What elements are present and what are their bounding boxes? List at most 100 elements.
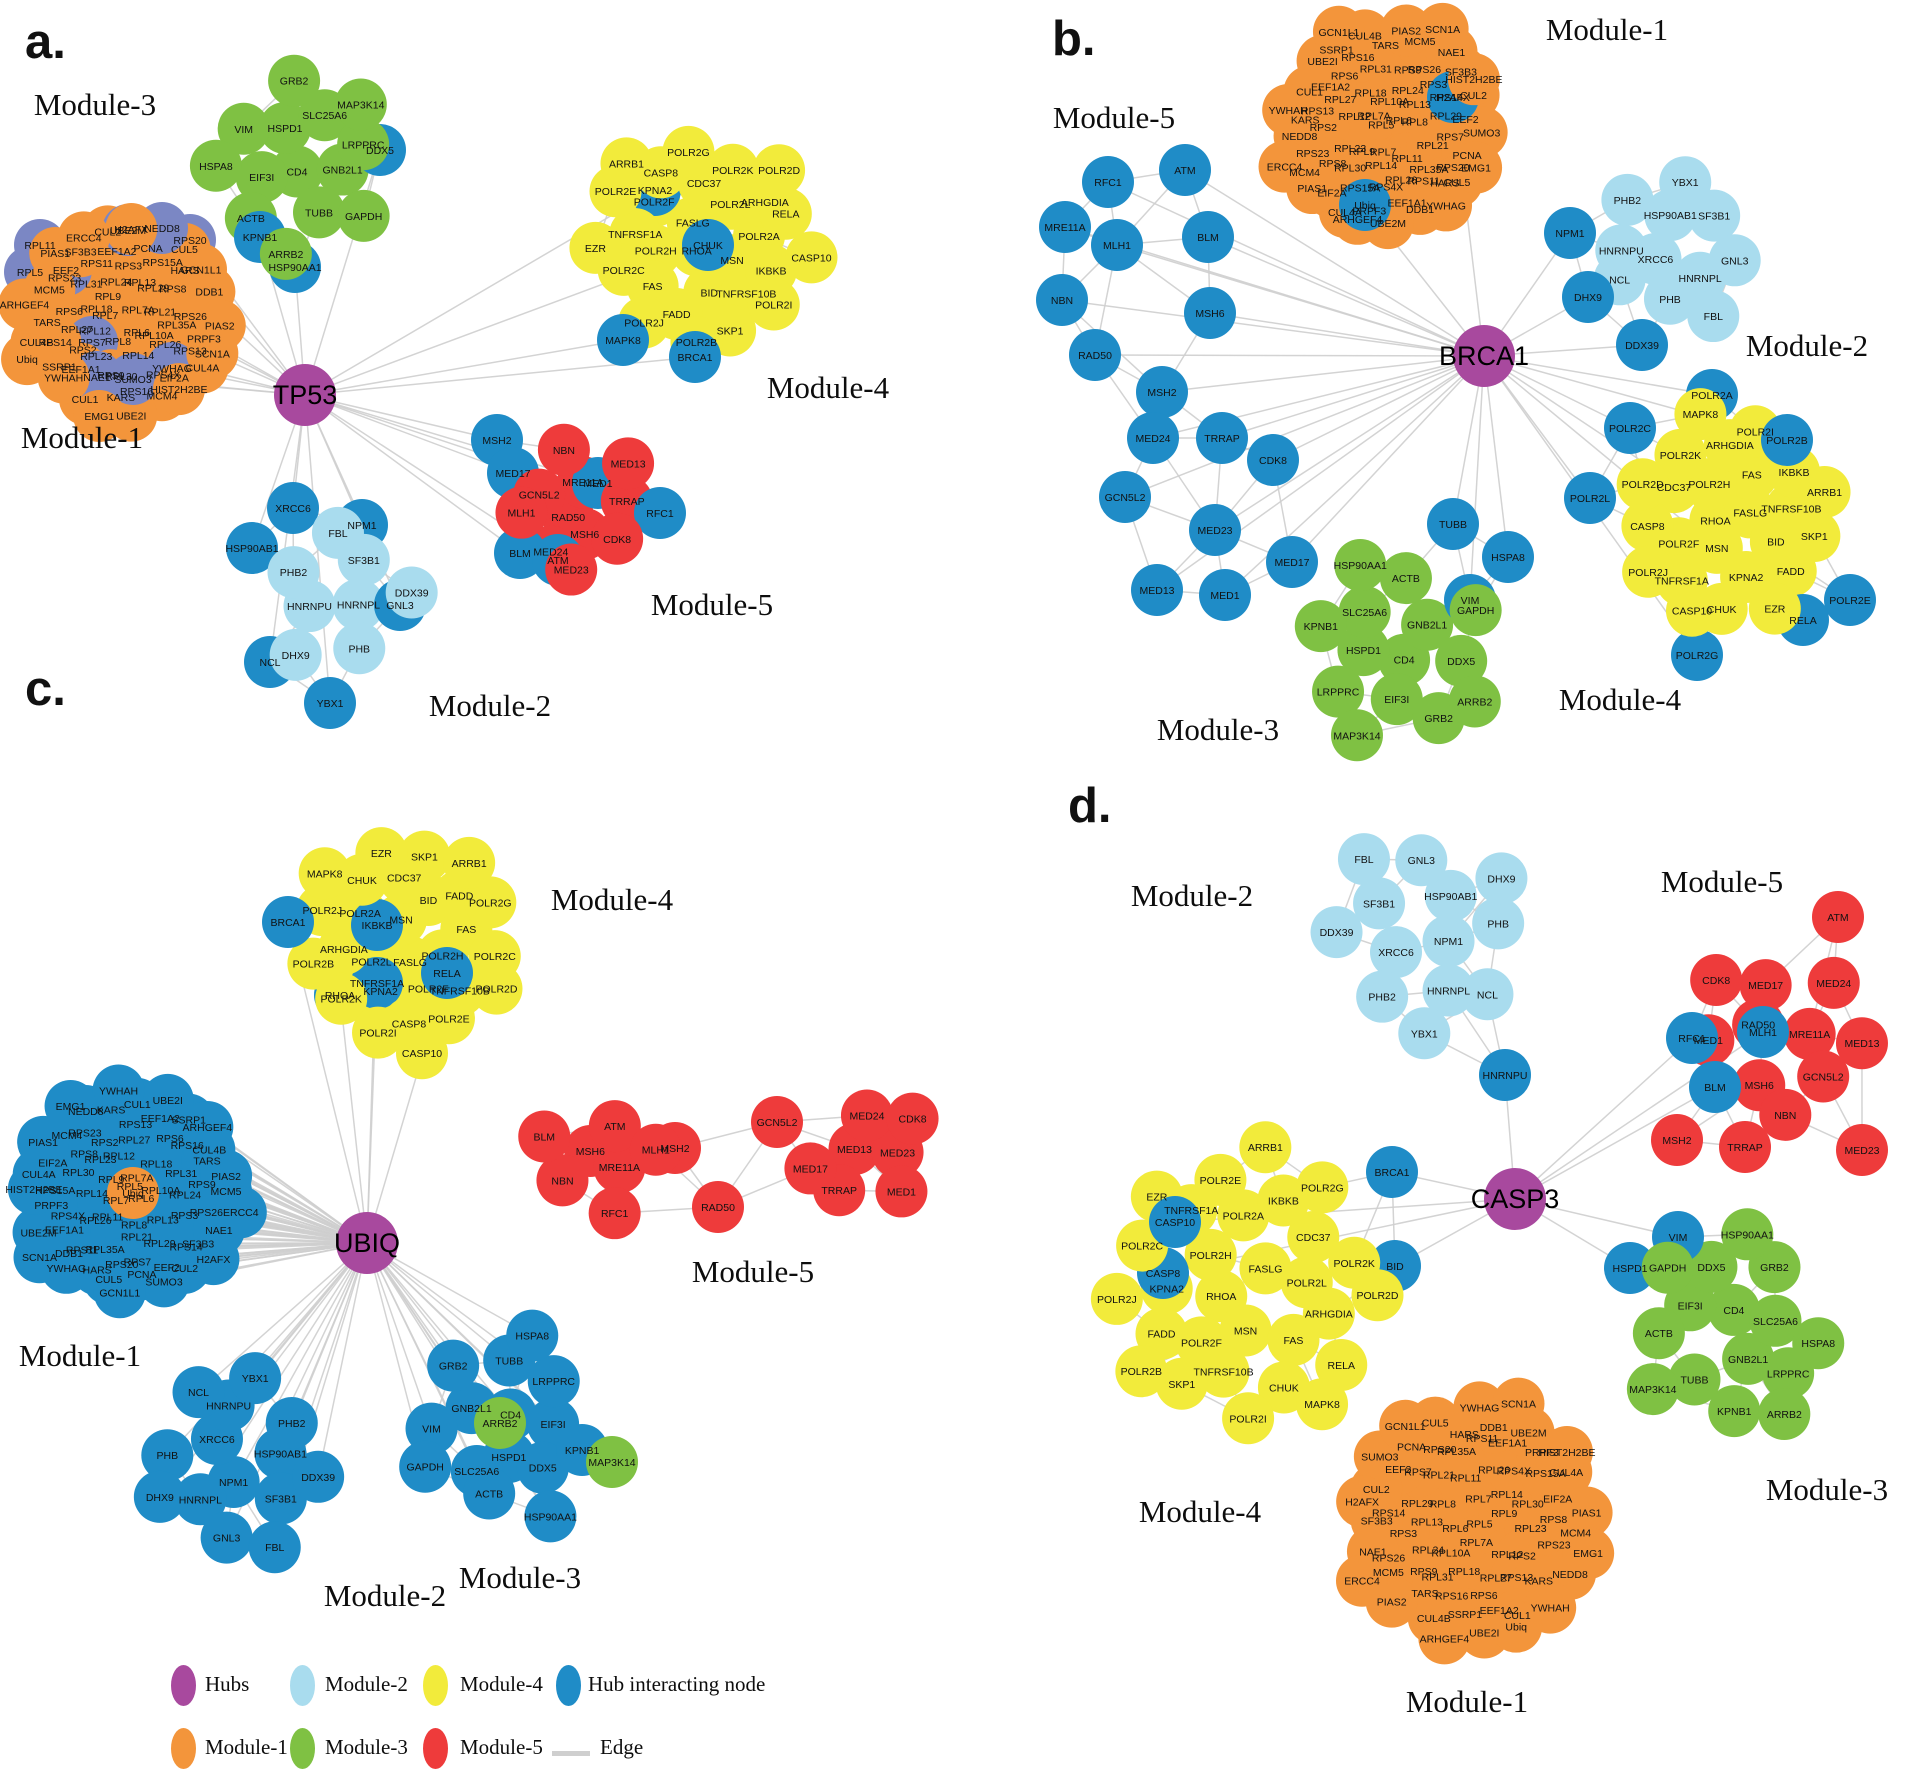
node-label-MED17: MED17 [495, 468, 530, 480]
hub-edge [232, 1242, 368, 1483]
node-label-TUBB: TUBB [1680, 1375, 1708, 1387]
nodes-panel-b: RPL5RPL6RPL7RPL7ARPL8RPL9RPL10ARPL11RPL1… [1036, 2, 1876, 762]
hub-edge [1221, 355, 1485, 439]
node-label-DDX5: DDX5 [1697, 1262, 1725, 1274]
node-label-POLR2K: POLR2K [320, 994, 361, 1006]
node-label-IKBKB: IKBKB [1779, 467, 1810, 479]
node-GCN1L1 [1379, 1399, 1432, 1452]
node-label-RELA: RELA [1789, 615, 1816, 627]
module-label-a-Module-2: Module-2 [429, 688, 551, 723]
node-label-HNRNPU: HNRNPU [1483, 1070, 1528, 1082]
node-label-MSH6: MSH6 [1745, 1080, 1774, 1092]
node-label-RPS11: RPS11 [1466, 1433, 1499, 1445]
node-label-DDX39: DDX39 [395, 588, 429, 600]
node-label-TNFRSF10B: TNFRSF10B [430, 985, 490, 997]
node-label-HNRNPU: HNRNPU [287, 601, 332, 613]
node-label-MED13: MED13 [837, 1144, 872, 1156]
node-label-CHUK: CHUK [347, 875, 377, 887]
node-GRB2 [268, 54, 321, 107]
node-label-RPS26: RPS26 [190, 1207, 223, 1219]
node-label-RPL35A: RPL35A [1437, 1446, 1476, 1458]
node-Ubiq [107, 1167, 159, 1219]
hub-edge [291, 1242, 368, 1424]
hub-edge [366, 1242, 512, 1415]
node-PHB [1643, 272, 1696, 325]
node-TRRAP [1196, 412, 1248, 464]
node-label-POLR2G: POLR2G [469, 897, 512, 909]
node-label-UBE2M: UBE2M [1510, 1427, 1546, 1439]
node-label-RPS3: RPS3 [115, 261, 143, 273]
node-SF3B1 [1353, 877, 1406, 930]
node-label-MED1: MED1 [583, 478, 612, 490]
node-ERCC4 [1335, 1554, 1388, 1607]
node-label-CUL1: CUL1 [124, 1099, 151, 1111]
node-label-POLR2E: POLR2E [428, 1013, 469, 1025]
node-YBX1 [229, 1352, 282, 1405]
node-CHUK [682, 219, 734, 271]
node-label-LRPPRC: LRPPRC [532, 1376, 575, 1388]
node-SLC25A6 [1338, 585, 1391, 638]
node-label-KPNA2: KPNA2 [1149, 1283, 1184, 1295]
node-label-IKBKB: IKBKB [1268, 1196, 1299, 1208]
node-NBN [1036, 274, 1088, 326]
node-label-RPL6: RPL6 [124, 327, 150, 339]
node-label-CUL4A: CUL4A [1549, 1467, 1583, 1479]
node-label-RPL35A: RPL35A [1409, 164, 1448, 176]
node-label-EZR: EZR [585, 243, 606, 255]
node-label-GRB2: GRB2 [1424, 713, 1453, 725]
node-label-NCL: NCL [259, 657, 280, 669]
node-label-YWHAH: YWHAH [99, 1085, 138, 1097]
node-label-KPNA2: KPNA2 [638, 185, 673, 197]
node-label-RPL7A: RPL7A [1357, 110, 1390, 122]
node-label-MAPK8: MAPK8 [1304, 1399, 1340, 1411]
node-ARRB1 [1798, 465, 1851, 518]
node-label-RHOA: RHOA [1206, 1291, 1236, 1303]
node-label-HSPA8: HSPA8 [515, 1331, 549, 1343]
node-label-H2AFX: H2AFX [197, 1254, 231, 1266]
node-label-RPL21: RPL21 [144, 306, 176, 318]
node-XRCC6 [267, 482, 319, 534]
node-label-MAPK8: MAPK8 [1683, 409, 1719, 421]
node-label-DHX9: DHX9 [1487, 873, 1515, 885]
node-label-RPL8: RPL8 [121, 1220, 147, 1232]
node-label-CASP8: CASP8 [1146, 1268, 1181, 1280]
node-GCN1L1 [1312, 5, 1365, 58]
node-HSPA8 [506, 1309, 559, 1362]
node-SKP1 [1155, 1357, 1208, 1410]
node-label-NPM1: NPM1 [1555, 228, 1584, 240]
node-GNB2L1 [1401, 598, 1454, 651]
node-label-HARS: HARS [82, 1265, 111, 1277]
hub-label-UBIQ: UBIQ [334, 1228, 400, 1258]
node-label-EMG1: EMG1 [1573, 1548, 1603, 1560]
node-POLR2G [662, 125, 715, 178]
node-label-RPL11: RPL11 [1450, 1473, 1481, 1485]
node-label-POLR2L: POLR2L [351, 957, 391, 969]
node-DDX5 [1685, 1240, 1738, 1293]
hub-node-TP53 [274, 364, 336, 426]
node-label-RPL12: RPL12 [1491, 1549, 1523, 1561]
hub-edge [1207, 236, 1485, 357]
hub-edge [339, 994, 368, 1244]
node-label-POLR2F: POLR2F [634, 196, 675, 208]
node-label-GAPDH: GAPDH [407, 1462, 444, 1474]
node-label-CUL1: CUL1 [72, 394, 99, 406]
node-label-RPL23: RPL23 [80, 351, 112, 363]
node-label-FASLG: FASLG [393, 957, 427, 969]
node-MED13 [602, 437, 655, 490]
node-label-GCN5L2: GCN5L2 [757, 1117, 798, 1129]
node-label-POLR2L: POLR2L [1287, 1277, 1327, 1289]
node-label-SKP1: SKP1 [717, 325, 744, 337]
module-label-d-Module-2: Module-2 [1131, 878, 1253, 913]
node-MRE11A [1783, 1007, 1836, 1060]
node-label-TNFRSF1A: TNFRSF1A [1164, 1205, 1218, 1217]
node-NPM1 [1544, 207, 1596, 259]
node-label-POLR2C: POLR2C [1121, 1241, 1163, 1253]
node-label-RPL5: RPL5 [1466, 1519, 1492, 1531]
node-label-ARHGEF4: ARHGEF4 [1420, 1633, 1470, 1645]
node-label-DDX5: DDX5 [1447, 656, 1475, 668]
node-label-MED23: MED23 [1197, 525, 1232, 537]
node-label-RPS23: RPS23 [1296, 148, 1329, 160]
node-label-POLR2L: POLR2L [1570, 493, 1610, 505]
node-EIF3I [235, 151, 288, 204]
node-DDX5 [1435, 634, 1488, 687]
